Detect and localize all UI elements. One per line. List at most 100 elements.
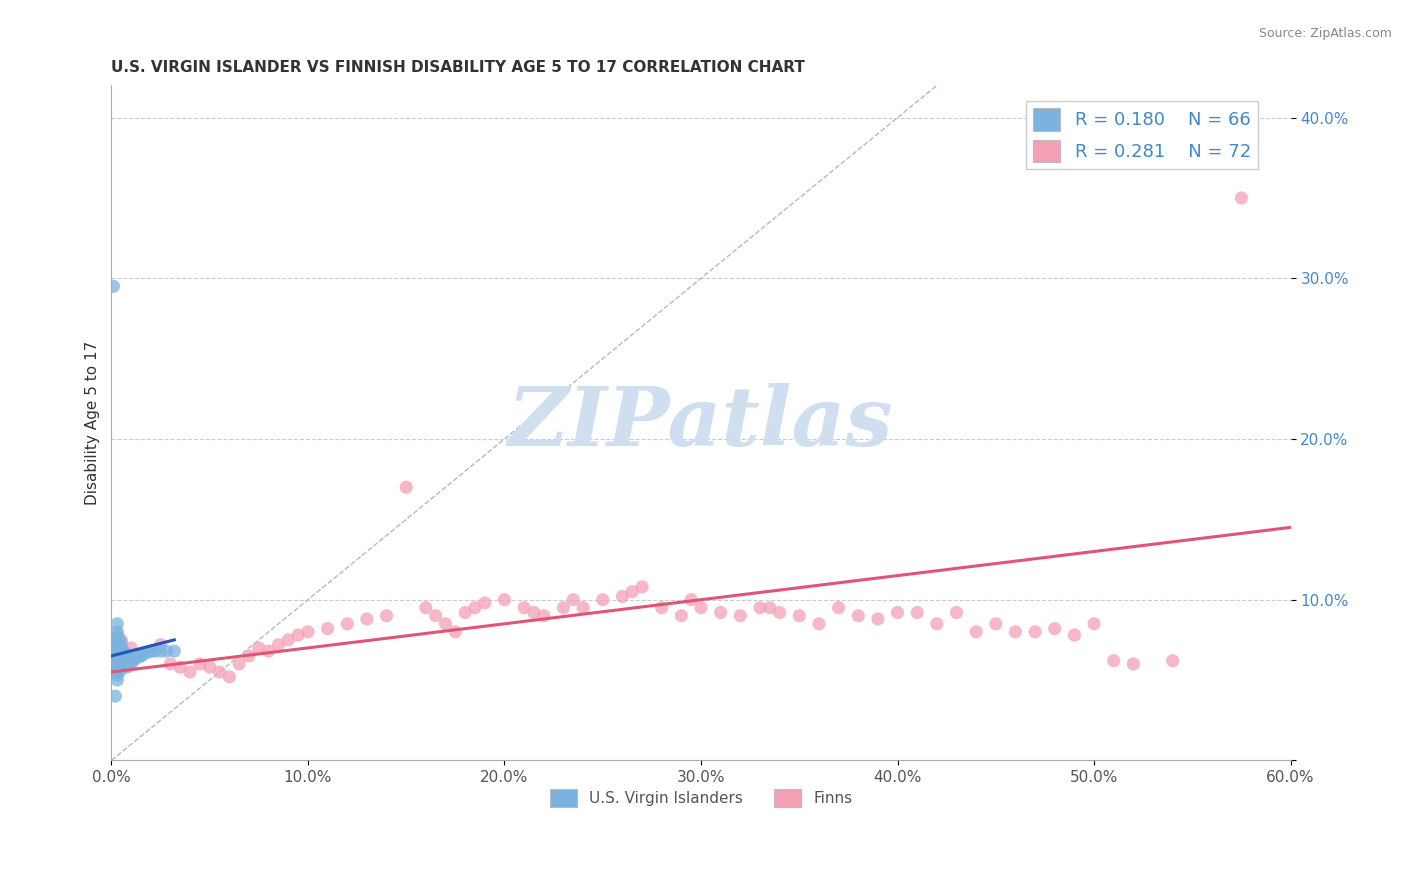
Point [120, 652, 142, 666]
Point [118, 657, 141, 671]
Point [612, 590, 634, 604]
Point [297, 624, 319, 639]
Point [474, 596, 496, 610]
Point [163, 644, 186, 658]
Point [132, 648, 155, 662]
Text: U.S. VIRGIN ISLANDER VS FINNISH DISABILITY AGE 5 TO 17 CORRELATION CHART: U.S. VIRGIN ISLANDER VS FINNISH DISABILI… [111, 60, 806, 75]
Point [105, 668, 128, 682]
Point [768, 606, 790, 620]
Point [118, 652, 141, 666]
Point [104, 636, 127, 650]
Point [105, 657, 128, 671]
Point [444, 624, 467, 639]
Point [592, 592, 614, 607]
Point [104, 652, 127, 666]
Point [169, 660, 191, 674]
Point [110, 652, 132, 666]
Point [1004, 624, 1026, 639]
Point [787, 608, 810, 623]
Point [108, 638, 131, 652]
Point [108, 654, 131, 668]
Point [316, 622, 339, 636]
Point [553, 600, 575, 615]
Point [945, 606, 967, 620]
Point [425, 608, 447, 623]
Point [125, 648, 148, 663]
Point [336, 616, 359, 631]
Point [149, 644, 172, 658]
Text: Source: ZipAtlas.com: Source: ZipAtlas.com [1258, 27, 1392, 40]
Point [104, 646, 127, 660]
Point [395, 480, 418, 494]
Point [651, 600, 673, 615]
Point [730, 608, 752, 623]
Point [267, 638, 290, 652]
Point [105, 648, 128, 662]
Point [375, 608, 398, 623]
Point [155, 644, 177, 658]
Point [115, 654, 138, 668]
Point [631, 580, 654, 594]
Point [1102, 654, 1125, 668]
Point [179, 665, 201, 679]
Point [112, 648, 135, 663]
Point [108, 632, 131, 647]
Point [105, 634, 128, 648]
Point [690, 600, 713, 615]
Point [103, 638, 125, 652]
Point [135, 646, 157, 660]
Point [807, 616, 830, 631]
Point [108, 648, 131, 663]
Point [105, 638, 128, 652]
Point [128, 648, 150, 663]
Y-axis label: Disability Age 5 to 17: Disability Age 5 to 17 [86, 341, 100, 505]
Point [124, 652, 146, 666]
Point [129, 648, 152, 663]
Point [104, 640, 127, 655]
Point [1161, 654, 1184, 668]
Point [965, 624, 987, 639]
Point [105, 624, 128, 639]
Point [105, 662, 128, 676]
Point [866, 612, 889, 626]
Point [434, 616, 457, 631]
Point [1024, 624, 1046, 639]
Point [572, 600, 595, 615]
Point [104, 657, 127, 671]
Point [110, 636, 132, 650]
Point [105, 652, 128, 666]
Point [257, 644, 280, 658]
Point [108, 644, 131, 658]
Point [110, 657, 132, 671]
Point [513, 600, 536, 615]
Point [114, 652, 136, 666]
Point [454, 606, 477, 620]
Point [105, 644, 128, 658]
Point [114, 646, 136, 660]
Text: ZIPatlas: ZIPatlas [508, 383, 894, 463]
Point [287, 628, 309, 642]
Point [681, 592, 703, 607]
Point [218, 670, 240, 684]
Point [103, 657, 125, 671]
Point [356, 612, 378, 626]
Point [115, 660, 138, 674]
Point [129, 648, 152, 663]
Point [139, 644, 162, 658]
Point [208, 665, 231, 679]
Point [105, 640, 128, 655]
Point [143, 644, 166, 658]
Point [277, 632, 299, 647]
Point [112, 660, 135, 674]
Point [759, 600, 782, 615]
Point [749, 600, 772, 615]
Point [494, 592, 516, 607]
Point [1043, 622, 1066, 636]
Point [827, 600, 849, 615]
Point [103, 648, 125, 663]
Point [710, 606, 733, 620]
Point [621, 584, 644, 599]
Point [139, 644, 162, 658]
Point [120, 640, 142, 655]
Point [112, 644, 135, 658]
